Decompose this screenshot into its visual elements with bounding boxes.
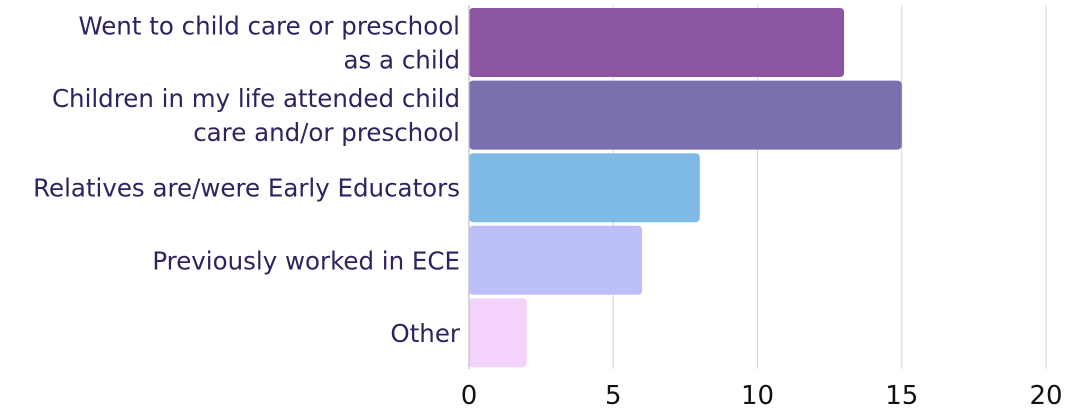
category-label-1-1: care and/or preschool <box>193 118 460 147</box>
category-label-0-0: Went to child care or preschool <box>78 12 460 41</box>
bars <box>469 8 902 368</box>
x-tick-label-5: 5 <box>605 381 622 409</box>
x-tick-label-0: 0 <box>461 381 478 409</box>
category-label-2-0: Relatives are/were Early Educators <box>33 174 460 203</box>
category-label-0-1: as a child <box>343 46 460 75</box>
category-labels: Went to child care or preschool as a chil… <box>33 12 461 348</box>
x-tick-label-10: 10 <box>741 381 774 409</box>
x-tick-label-20: 20 <box>1029 381 1062 409</box>
category-label-3-0: Previously worked in ECE <box>152 246 460 275</box>
bar-3 <box>469 225 643 295</box>
category-label-4-0: Other <box>390 319 460 348</box>
bar-2 <box>469 153 700 223</box>
bar-1 <box>469 80 902 150</box>
bar-4 <box>469 298 527 368</box>
category-label-1-0: Children in my life attended child <box>52 84 460 113</box>
bar-0 <box>469 8 845 77</box>
x-tick-labels: 0 5 10 15 20 <box>461 381 1063 409</box>
x-tick-label-15: 15 <box>885 381 918 409</box>
